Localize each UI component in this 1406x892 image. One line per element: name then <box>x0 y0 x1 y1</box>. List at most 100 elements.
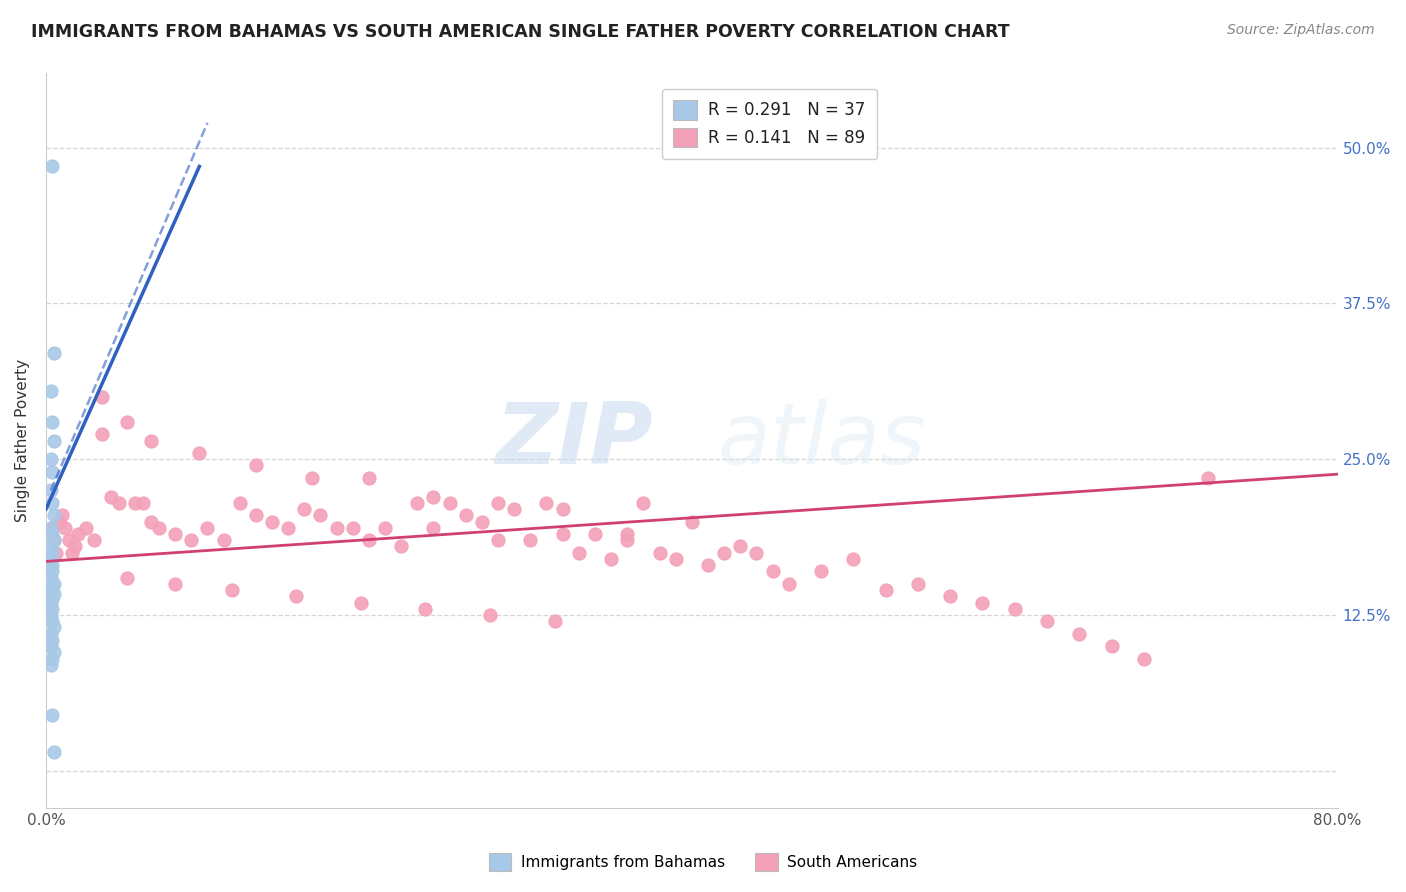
Point <box>1101 639 1123 653</box>
Point <box>41 579 63 593</box>
Point <box>107 496 129 510</box>
Point <box>745 546 768 560</box>
Point <box>39 571 62 585</box>
Point <box>568 546 591 560</box>
Point <box>536 496 558 510</box>
Point <box>41 527 63 541</box>
Point <box>58 533 80 548</box>
Point <box>471 515 494 529</box>
Point <box>309 508 332 523</box>
Point <box>221 582 243 597</box>
Point <box>165 576 187 591</box>
Point <box>41 546 63 560</box>
Point <box>115 571 138 585</box>
Point <box>761 565 783 579</box>
Point <box>75 521 97 535</box>
Point <box>60 546 83 560</box>
Point <box>41 521 63 535</box>
Point <box>67 527 90 541</box>
Point <box>1198 471 1220 485</box>
Point <box>41 465 63 479</box>
Point <box>41 707 63 722</box>
Point <box>260 515 283 529</box>
Point <box>45 546 67 560</box>
Point <box>51 508 73 523</box>
Point <box>41 558 63 573</box>
Point <box>39 607 62 622</box>
Text: Source: ZipAtlas.com: Source: ZipAtlas.com <box>1227 23 1375 37</box>
Point <box>41 601 63 615</box>
Point <box>41 496 63 510</box>
Point <box>63 540 86 554</box>
Point <box>39 384 62 398</box>
Point <box>39 639 62 653</box>
Point <box>39 521 62 535</box>
Point <box>42 434 65 448</box>
Y-axis label: Single Father Poverty: Single Father Poverty <box>15 359 30 522</box>
Point <box>39 552 62 566</box>
Point <box>39 540 62 554</box>
Point <box>245 508 267 523</box>
Point <box>810 565 832 579</box>
Point <box>633 496 655 510</box>
Point <box>478 607 501 622</box>
Point <box>301 471 323 485</box>
Point <box>422 490 444 504</box>
Point <box>188 446 211 460</box>
Point <box>842 552 865 566</box>
Point <box>406 496 429 510</box>
Point <box>42 645 65 659</box>
Point <box>583 527 606 541</box>
Point <box>486 533 509 548</box>
Point <box>91 390 114 404</box>
Point <box>39 452 62 467</box>
Point <box>41 632 63 647</box>
Point <box>42 346 65 360</box>
Point <box>139 515 162 529</box>
Point <box>713 546 735 560</box>
Point <box>616 527 638 541</box>
Point <box>39 657 62 672</box>
Text: IMMIGRANTS FROM BAHAMAS VS SOUTH AMERICAN SINGLE FATHER POVERTY CORRELATION CHAR: IMMIGRANTS FROM BAHAMAS VS SOUTH AMERICA… <box>31 23 1010 41</box>
Point <box>41 565 63 579</box>
Point <box>41 614 63 628</box>
Point <box>374 521 396 535</box>
Point <box>600 552 623 566</box>
Point <box>148 521 170 535</box>
Point <box>907 576 929 591</box>
Point <box>422 521 444 535</box>
Point <box>39 483 62 498</box>
Point <box>53 521 76 535</box>
Point <box>39 595 62 609</box>
Point <box>41 591 63 606</box>
Point <box>100 490 122 504</box>
Point <box>277 521 299 535</box>
Point <box>697 558 720 573</box>
Point <box>665 552 688 566</box>
Point <box>41 160 63 174</box>
Text: atlas: atlas <box>717 399 925 482</box>
Point <box>778 576 800 591</box>
Point <box>616 533 638 548</box>
Point <box>39 582 62 597</box>
Point <box>124 496 146 510</box>
Point <box>519 533 541 548</box>
Point <box>83 533 105 548</box>
Point <box>165 527 187 541</box>
Point <box>197 521 219 535</box>
Point <box>728 540 751 554</box>
Point <box>41 651 63 665</box>
Point <box>1004 601 1026 615</box>
Point <box>212 533 235 548</box>
Point <box>1133 651 1156 665</box>
Point <box>245 458 267 473</box>
Point <box>875 582 897 597</box>
Point <box>285 589 308 603</box>
Point <box>551 527 574 541</box>
Point <box>292 502 315 516</box>
Point <box>939 589 962 603</box>
Point <box>454 508 477 523</box>
Point <box>132 496 155 510</box>
Text: ZIP: ZIP <box>495 399 652 482</box>
Legend: Immigrants from Bahamas, South Americans: Immigrants from Bahamas, South Americans <box>482 847 924 877</box>
